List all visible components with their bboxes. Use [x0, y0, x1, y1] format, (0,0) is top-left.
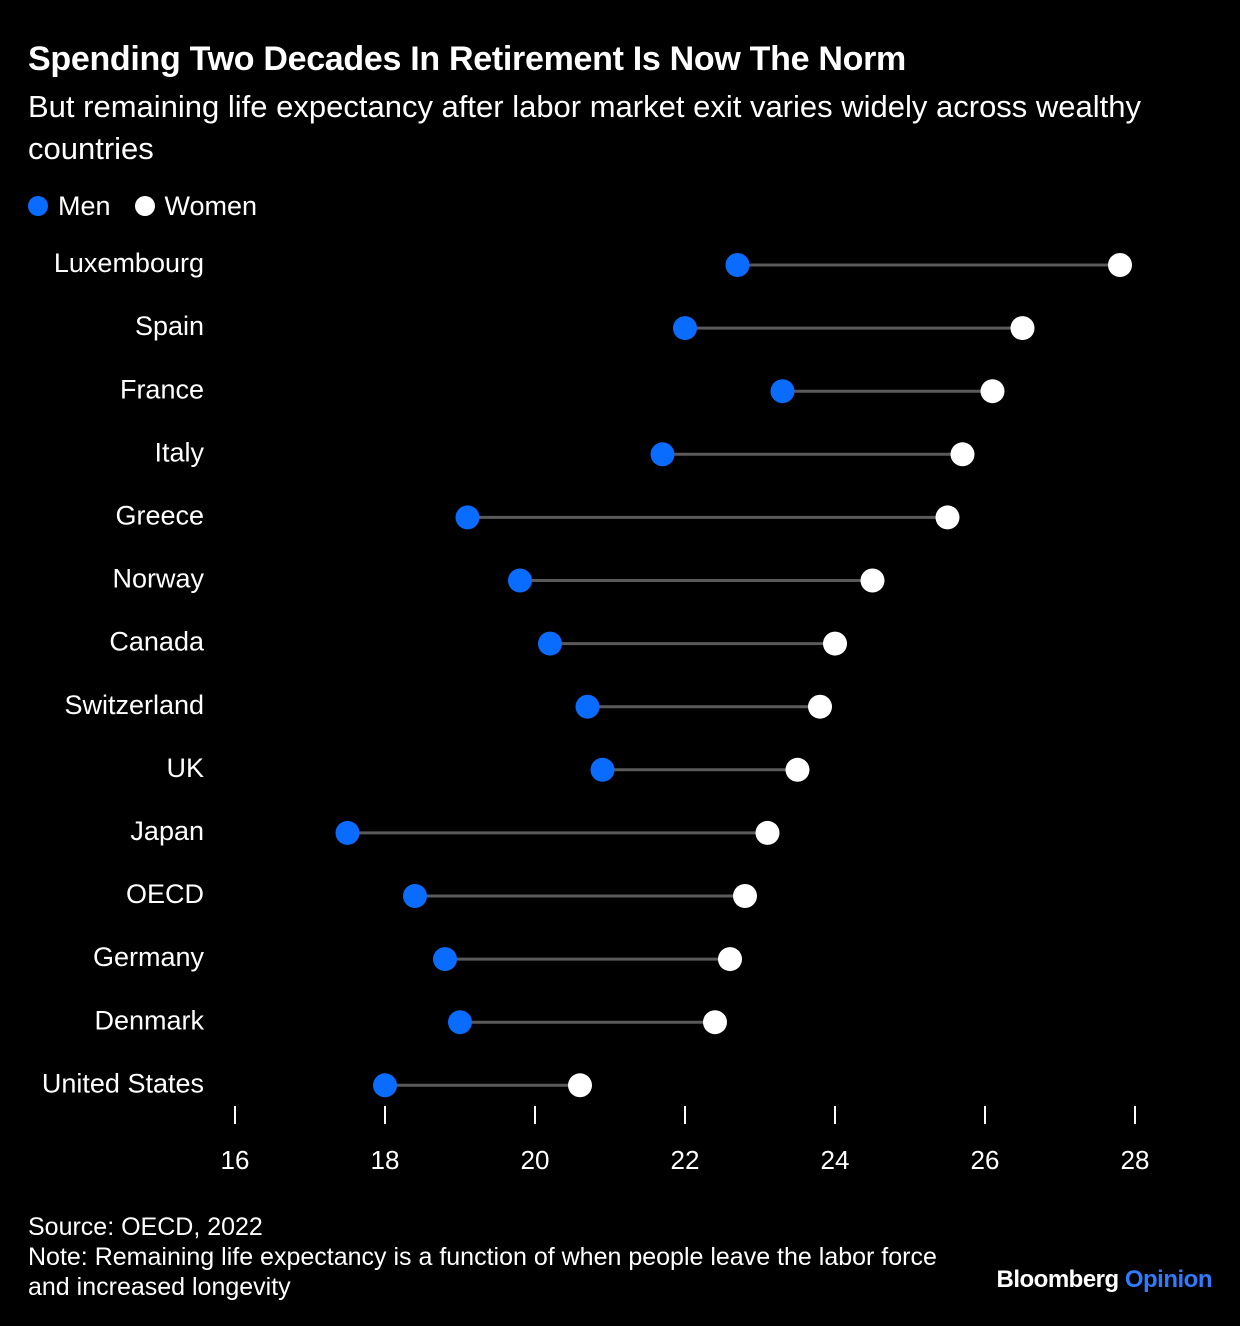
legend-label-women: Women — [164, 190, 258, 221]
men-point-denmark — [448, 1010, 472, 1035]
women-dot-icon — [134, 196, 155, 216]
country-label-switzerland: Switzerland — [64, 690, 204, 720]
legend-label-men: Men — [58, 190, 111, 221]
x-tick-label-24: 24 — [821, 1145, 850, 1175]
country-label-oecd: OECD — [126, 879, 204, 909]
women-point-france — [980, 379, 1005, 404]
brand-logo: Bloomberg Opinion — [997, 1266, 1213, 1294]
x-tick-label-22: 22 — [671, 1145, 700, 1175]
women-point-switzerland — [808, 694, 832, 719]
country-label-denmark: Denmark — [94, 1005, 204, 1035]
legend: Men Women — [28, 190, 281, 222]
women-point-luxembourg — [1108, 253, 1132, 277]
x-tick-label-20: 20 — [521, 1145, 550, 1175]
women-point-spain — [1010, 316, 1035, 341]
legend-item-men: Men — [28, 191, 111, 222]
men-point-luxembourg — [725, 253, 750, 277]
chart-title: Spending Two Decades In Retirement Is No… — [28, 40, 906, 78]
men-point-spain — [673, 316, 697, 341]
men-point-france — [770, 379, 795, 404]
men-point-uk — [590, 757, 615, 782]
country-label-luxembourg: Luxembourg — [54, 248, 204, 278]
country-label-uk: UK — [166, 753, 204, 783]
women-point-norway — [860, 568, 885, 593]
women-point-italy — [950, 442, 975, 467]
men-point-greece — [455, 505, 480, 530]
legend-item-women: Women — [134, 190, 258, 222]
brand-accent: Opinion — [1124, 1266, 1213, 1293]
women-point-united-states — [568, 1073, 592, 1098]
country-label-spain: Spain — [135, 311, 204, 341]
footer: Source: OECD, 2022 Note: Remaining life … — [28, 1212, 968, 1302]
men-dot-icon — [28, 196, 48, 216]
brand-main: Bloomberg — [996, 1266, 1120, 1293]
women-point-uk — [785, 757, 810, 782]
x-tick-label-18: 18 — [371, 1145, 400, 1175]
women-point-denmark — [703, 1010, 727, 1035]
country-label-japan: Japan — [130, 816, 204, 846]
men-point-germany — [433, 947, 457, 972]
men-point-canada — [538, 631, 562, 656]
dumbbell-chart: Luxembourg Spain France Italy Greece Norway Ca… — [42, 248, 1150, 1175]
men-point-switzerland — [575, 694, 600, 719]
men-point-united-states — [373, 1073, 397, 1098]
men-point-oecd — [403, 884, 427, 908]
x-tick-label-16: 16 — [221, 1145, 250, 1175]
country-label-germany: Germany — [93, 942, 205, 972]
women-point-oecd — [733, 884, 757, 908]
men-point-japan — [335, 820, 360, 845]
chart-subtitle: But remaining life expectancy after labo… — [28, 89, 1142, 166]
note-text: Note: Remaining life expectancy is a fun… — [28, 1243, 937, 1301]
country-label-greece: Greece — [115, 501, 204, 531]
source-text: Source: OECD, 2022 — [28, 1213, 263, 1241]
country-label-norway: Norway — [112, 564, 204, 594]
country-label-italy: Italy — [154, 437, 204, 467]
country-label-united-states: United States — [42, 1068, 204, 1098]
x-tick-label-26: 26 — [971, 1145, 1000, 1175]
women-point-japan — [755, 820, 780, 845]
country-label-canada: Canada — [109, 627, 205, 657]
men-point-norway — [508, 568, 532, 593]
x-tick-label-28: 28 — [1121, 1145, 1150, 1175]
women-point-greece — [935, 505, 960, 530]
country-label-france: France — [120, 374, 204, 404]
women-point-germany — [718, 947, 742, 972]
men-point-italy — [650, 442, 675, 467]
women-point-canada — [823, 631, 847, 656]
